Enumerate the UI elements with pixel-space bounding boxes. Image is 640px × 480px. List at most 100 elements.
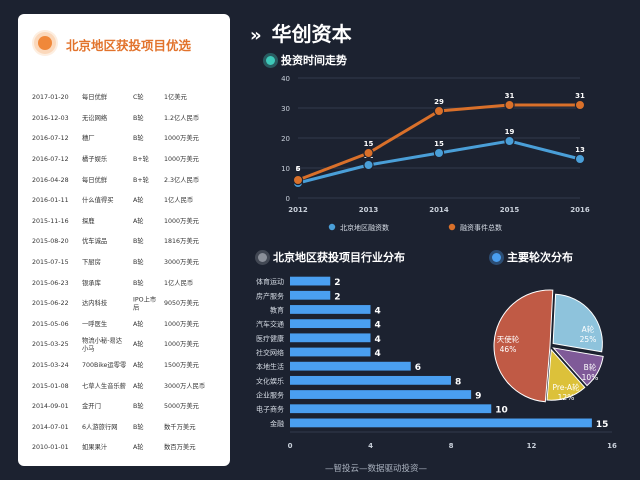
deal-amount: 9050万美元 [164, 300, 199, 308]
pie-slice [493, 289, 554, 403]
x-tick-label: 2013 [359, 206, 379, 214]
deal-date: 2014-07-01 [32, 424, 69, 432]
bar-value-label: 2 [334, 292, 340, 302]
deal-company: 下厨房 [82, 259, 101, 267]
deal-date: 2015-03-25 [32, 341, 69, 349]
deal-round: B轮 [133, 279, 144, 287]
deal-list-header: 北京地区获投项目优选 [18, 14, 230, 72]
data-point [433, 147, 445, 159]
deal-row: 2015-07-15 下厨房 B轮 3000万美元 [32, 253, 226, 274]
x-tick-label: 4 [368, 442, 373, 450]
chevron-right-icon: » [250, 25, 262, 46]
deal-row: 2016-01-11 什么值得买 A轮 1亿人民币 [32, 191, 226, 212]
line-chart-title-text: 投资时间走势 [281, 54, 347, 67]
deal-company: 探鹿 [82, 218, 95, 226]
slice-percent: 46% [500, 345, 517, 354]
legend-marker [328, 223, 336, 231]
deal-round: B轮 [133, 259, 144, 267]
deal-row: 2010-01-01 如果果汁 A轮 数百万美元 [32, 438, 226, 459]
y-tick-label: 0 [286, 195, 290, 203]
slice-label: A轮 [582, 324, 595, 334]
bar-value-label: 9 [475, 392, 481, 402]
bar-chart: 体育运动 2 房产服务 2 教育 4 汽车交通 4 医疗健康 4 社交网络 4 本地生活 6 文化娱乐 8 企业… [256, 276, 617, 450]
pie-slice [552, 293, 603, 353]
deal-round: A轮 [133, 321, 144, 329]
deal-row: 2016-07-12 橘子娱乐 B+轮 1000万美元 [32, 150, 226, 171]
bar-chart-title-text: 北京地区获投项目行业分布 [273, 251, 405, 264]
line-chart-title: 投资时间走势 [266, 52, 347, 68]
deal-row: 2014-07-01 6人游旅行网 B轮 数千万美元 [32, 418, 226, 439]
deal-company: 什么值得买 [82, 197, 114, 205]
pie-chart-title: 主要轮次分布 [492, 249, 573, 265]
category-label: 金融 [270, 419, 284, 428]
deal-round: A轮 [133, 218, 144, 226]
bar [290, 333, 371, 343]
legend-label: 融资事件总数 [460, 223, 502, 232]
deal-round: A轮 [133, 341, 144, 349]
deal-amount: 1亿人民币 [164, 197, 194, 205]
deal-company: 橘子娱乐 [82, 156, 108, 164]
deal-row: 2015-05-06 一呼医生 A轮 1000万美元 [32, 315, 226, 336]
x-tick-label: 8 [449, 442, 454, 450]
deal-round: B轮 [133, 424, 144, 432]
deal-company: 银承库 [82, 279, 101, 287]
deal-date: 2016-01-11 [32, 197, 69, 205]
data-point [363, 159, 374, 171]
deal-row: 2015-03-24 700Bike运零零 A轮 1500万美元 [32, 356, 226, 377]
deal-company: 如果果汁 [82, 444, 108, 452]
deal-amount: 1000万美元 [164, 156, 199, 164]
deal-list: 2017-01-20 每日优鲜 C轮 1亿美元 2016-12-03 无讼网络 B轮 1.2亿… [32, 88, 226, 459]
deal-company: 无讼网络 [82, 115, 108, 123]
deal-amount: 3000万美元 [164, 259, 199, 267]
deal-round: C轮 [133, 94, 144, 102]
x-tick-label: 2012 [288, 206, 308, 214]
orange-dot-icon [38, 36, 52, 50]
y-tick-label: 40 [281, 75, 290, 83]
slice-percent: 10% [582, 373, 599, 382]
deal-amount: 1000万美元 [164, 135, 199, 143]
category-label: 教育 [270, 305, 284, 314]
deal-amount: 1500万美元 [164, 362, 199, 370]
category-label: 体育运动 [256, 277, 284, 286]
bar-chart-title: 北京地区获投项目行业分布 [258, 249, 405, 265]
deal-row: 2017-01-20 每日优鲜 C轮 1亿美元 [32, 88, 226, 109]
category-label: 社交网络 [256, 348, 284, 357]
bar [290, 305, 371, 314]
deal-round: B轮 [133, 403, 144, 411]
deal-amount: 1.2亿人民币 [164, 115, 200, 123]
deal-round: B轮 [133, 238, 144, 246]
deal-company: 达内科技 [82, 300, 108, 308]
category-label: 汽车交通 [256, 320, 284, 329]
y-tick-label: 30 [281, 105, 290, 113]
category-label: 房产服务 [256, 291, 284, 300]
deal-round: A轮 [133, 197, 144, 205]
blue-dot-icon [492, 253, 501, 262]
deal-date: 2016-07-12 [32, 135, 69, 143]
deal-date: 2015-06-23 [32, 279, 69, 287]
slice-label: 天使轮 [497, 334, 520, 344]
slice-percent: 25% [580, 335, 597, 344]
data-label: 13 [575, 146, 585, 154]
deal-company: 700Bike运零零 [82, 362, 127, 370]
bar-value-label: 4 [375, 321, 381, 331]
data-label: 15 [434, 140, 444, 148]
page-title-text: 华创资本 [271, 22, 352, 46]
deal-date: 2015-05-06 [32, 321, 69, 329]
x-tick-label: 2016 [570, 206, 590, 214]
deal-date: 2016-12-03 [32, 115, 69, 123]
bar [290, 361, 411, 371]
deal-amount: 数千万美元 [164, 424, 196, 432]
x-tick-label: 2015 [500, 206, 520, 214]
deal-date: 2015-07-15 [32, 259, 69, 267]
deal-row: 2016-04-28 每日优鲜 B+轮 2.3亿人民币 [32, 170, 226, 191]
deal-row: 2015-03-25 物流小秘-易达小马 A轮 1000万美元 [32, 335, 226, 356]
data-point [433, 105, 445, 117]
bar [290, 375, 451, 385]
teal-dot-icon [266, 56, 275, 65]
deal-row: 2016-12-03 无讼网络 B轮 1.2亿人民币 [32, 109, 226, 130]
deal-company: 每日优鲜 [82, 176, 108, 184]
deal-company: 每日优鲜 [82, 94, 108, 102]
data-label: 31 [575, 92, 585, 100]
category-label: 电子商务 [256, 405, 284, 414]
